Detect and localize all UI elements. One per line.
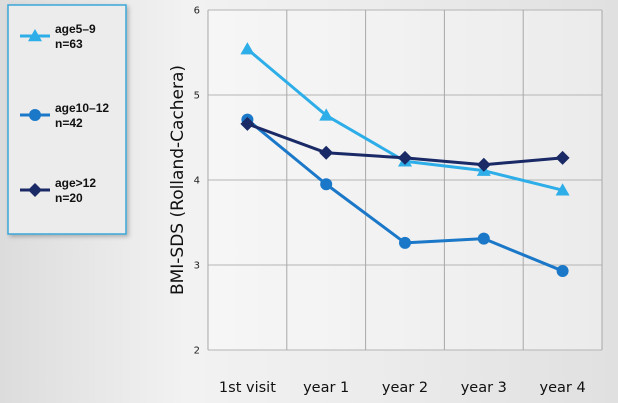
- legend-marker: [28, 183, 42, 197]
- x-tick-label: year 1: [303, 380, 349, 396]
- data-point: [556, 264, 569, 277]
- data-point: [477, 232, 490, 245]
- y-tick-label: 6: [194, 6, 200, 17]
- data-point: [555, 183, 570, 196]
- data-point: [240, 42, 255, 55]
- data-point: [398, 150, 412, 165]
- data-point: [319, 145, 334, 160]
- legend-box: [7, 4, 127, 235]
- x-tick-label: year 4: [540, 380, 586, 396]
- y-tick-label: 5: [194, 91, 200, 102]
- data-point: [320, 178, 333, 191]
- legend-entry: age10–12 n=42: [20, 101, 109, 130]
- legend-marker: [28, 29, 42, 42]
- legend-label: age5–9 n=63: [55, 22, 96, 51]
- y-tick-label: 2: [194, 346, 200, 357]
- series-1: [241, 113, 569, 277]
- legend-entry: age>12 n=20: [20, 176, 96, 205]
- data-point: [240, 116, 255, 131]
- x-tick-label: year 2: [382, 380, 428, 396]
- legend-label: age10–12 n=42: [55, 101, 109, 130]
- legend-entry: age5–9 n=63: [20, 22, 96, 51]
- y-tick-label: 3: [194, 261, 200, 272]
- x-tick-label: year 3: [461, 380, 507, 396]
- legend-label: age>12 n=20: [55, 176, 96, 205]
- y-axis-title: BMI-SDS (Rolland-Cachera): [168, 65, 188, 295]
- y-tick-label: 4: [194, 176, 200, 187]
- data-point: [476, 157, 491, 172]
- series-2: [240, 116, 570, 172]
- data-point: [319, 108, 334, 121]
- x-tick-label: 1st visit: [219, 380, 276, 396]
- data-point: [555, 150, 570, 165]
- data-point: [399, 236, 411, 249]
- legend-marker: [29, 109, 41, 121]
